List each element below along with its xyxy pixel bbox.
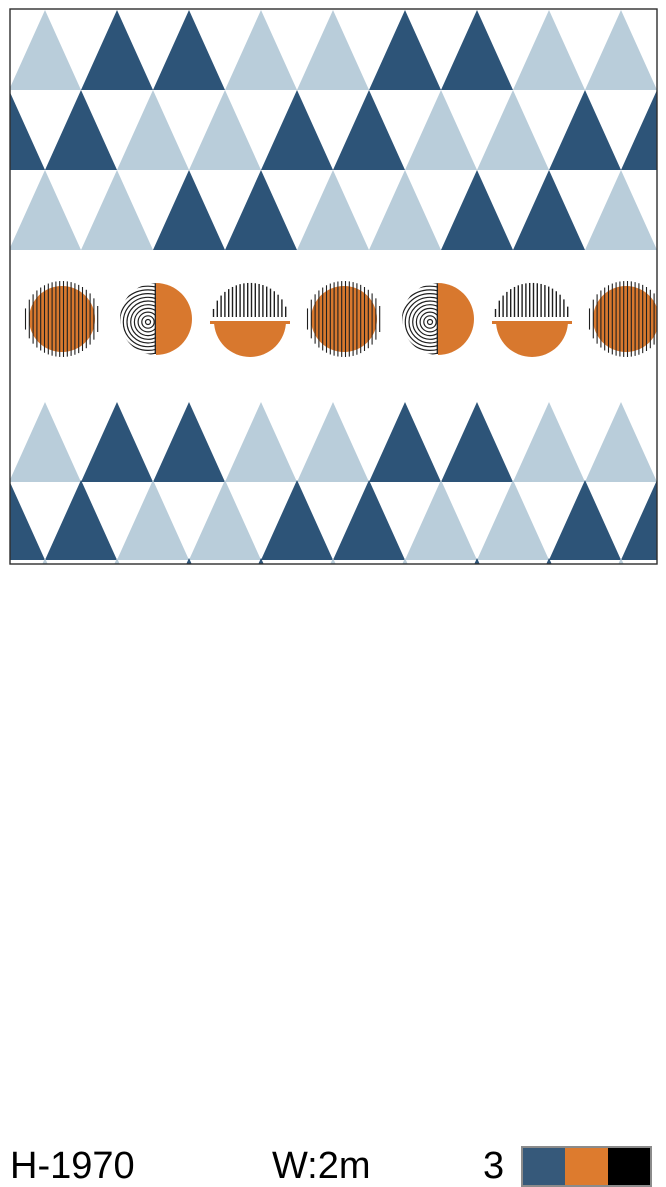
light-triangle	[225, 402, 297, 482]
light-triangle	[477, 480, 549, 560]
dark-triangle	[549, 90, 621, 170]
rings-orange-half-motif	[402, 283, 474, 355]
dark-triangle	[10, 92, 45, 170]
dark-triangle	[45, 480, 117, 560]
triangle-row	[10, 170, 657, 250]
triangle-row	[10, 480, 657, 560]
fabric-width-label: W:2m	[272, 1145, 371, 1187]
light-triangle	[585, 170, 657, 250]
light-triangle	[42, 558, 48, 564]
light-triangle	[114, 558, 120, 564]
dark-triangle	[549, 480, 621, 560]
triangle-row	[10, 10, 657, 90]
light-triangle	[477, 90, 549, 170]
dark-triangle	[369, 10, 441, 90]
dark-triangle	[81, 10, 153, 90]
dark-triangle	[261, 90, 333, 170]
dark-triangle	[441, 10, 513, 90]
light-triangle	[10, 170, 81, 250]
dark-triangle	[258, 558, 264, 564]
dark-triangle	[333, 480, 405, 560]
light-triangle	[369, 170, 441, 250]
light-triangle	[297, 10, 369, 90]
pattern-frame-border	[9, 8, 658, 565]
light-triangle	[513, 402, 585, 482]
dark-triangle	[546, 558, 552, 564]
swatch-color-cell	[523, 1148, 566, 1185]
bars-orange-half-motif	[210, 282, 290, 357]
dark-triangle	[441, 170, 513, 250]
light-triangle	[117, 480, 189, 560]
striped-circle-motif	[588, 281, 657, 357]
light-triangle	[585, 402, 657, 482]
light-triangle	[585, 10, 657, 90]
label-bar: H-1970 W:2m 3	[0, 570, 666, 1187]
swatch-color-cell	[607, 1148, 650, 1185]
dark-triangle	[225, 170, 297, 250]
dark-triangle	[474, 558, 480, 564]
rings-orange-half-motif	[120, 283, 192, 355]
light-triangle	[81, 170, 153, 250]
light-triangle	[10, 10, 81, 90]
striped-circle-motif	[306, 281, 381, 357]
swatch-color-cell	[565, 1148, 608, 1185]
light-triangle	[618, 558, 624, 564]
light-triangle	[297, 170, 369, 250]
dark-triangle	[261, 480, 333, 560]
fabric-swatch-image	[9, 8, 658, 565]
triangle-row	[10, 402, 657, 482]
dark-triangle	[369, 402, 441, 482]
light-triangle	[402, 558, 408, 564]
light-triangle	[189, 480, 261, 560]
dark-triangle	[45, 90, 117, 170]
dark-triangle	[10, 482, 45, 560]
light-triangle	[10, 402, 81, 482]
dark-triangle	[333, 90, 405, 170]
striped-circle-motif	[24, 281, 99, 357]
light-triangle	[405, 480, 477, 560]
dark-triangle	[186, 558, 192, 564]
dark-triangle	[513, 170, 585, 250]
light-triangle	[225, 10, 297, 90]
color-swatch-strip	[521, 1146, 652, 1187]
dark-triangle	[153, 170, 225, 250]
color-count-label: 3	[483, 1145, 505, 1187]
light-triangle	[297, 402, 369, 482]
dark-triangle	[621, 480, 657, 560]
light-triangle	[330, 558, 336, 564]
dark-triangle	[153, 402, 225, 482]
dark-triangle	[441, 402, 513, 482]
bars-orange-half-motif	[492, 282, 572, 357]
light-triangle	[117, 90, 189, 170]
top-triangles	[10, 10, 657, 250]
fabric-pattern-svg	[9, 8, 658, 565]
product-code-label: H-1970	[10, 1145, 135, 1187]
pattern-area	[10, 10, 657, 564]
light-triangle	[189, 90, 261, 170]
bottom-triangles	[10, 402, 657, 564]
dark-triangle	[81, 402, 153, 482]
dark-triangle	[621, 90, 657, 170]
light-triangle	[405, 90, 477, 170]
triangle-row	[10, 90, 657, 170]
dark-triangle	[153, 10, 225, 90]
triangle-row	[42, 558, 624, 564]
light-triangle	[513, 10, 585, 90]
